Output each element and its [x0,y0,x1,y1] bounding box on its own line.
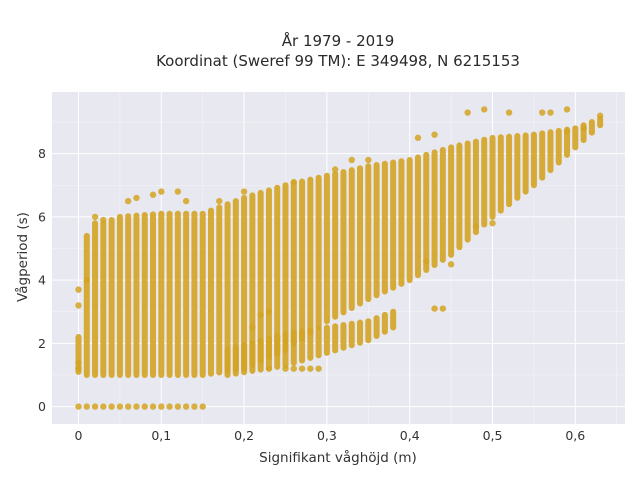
data-point [265,308,273,315]
data-point [158,188,165,195]
data-point [447,261,455,268]
y-axis-label: Vågperiod (s) [14,212,31,302]
data-point [489,220,496,227]
data-points [75,106,604,410]
y-tick-label: 8 [38,146,46,161]
data-point [75,365,82,372]
chart-title-line-2: Koordinat (Sweref 99 TM): E 349498, N 62… [156,52,520,70]
data-point [83,403,90,410]
data-point [199,403,206,410]
data-point [216,197,223,205]
data-point [282,365,289,372]
data-point [257,311,264,319]
x-tick-label: 0,1 [151,428,171,443]
data-point [182,403,190,410]
data-point [116,403,124,410]
data-point [331,166,339,173]
data-point [108,403,115,410]
data-point [149,403,157,410]
data-point [158,403,165,410]
data-point [240,188,248,195]
data-point [166,403,173,410]
data-point [431,305,438,312]
data-point [75,403,82,410]
data-point [141,403,148,410]
data-point [414,134,422,142]
x-tick-labels: 0 0,1 0,2 0,3 0,4 0,5 0,6 [75,428,586,443]
data-point [174,188,182,195]
y-tick-label: 4 [38,273,46,288]
x-tick-label: 0,6 [565,428,585,443]
y-tick-label: 2 [38,336,46,351]
data-point [423,257,430,265]
x-tick-label: 0,3 [317,428,337,443]
data-point [307,365,314,372]
grid [52,92,625,424]
data-point [124,197,132,205]
data-point [124,403,132,410]
data-point [75,286,82,293]
data-point [75,359,82,366]
data-point [149,191,157,198]
data-point [265,365,273,372]
data-point [472,223,480,230]
data-point [431,131,438,138]
data-point [83,276,90,284]
data-point [298,365,306,372]
data-point [505,109,513,116]
data-point [348,156,355,164]
data-point [580,125,587,132]
data-point [563,128,571,135]
data-point [365,156,372,164]
data-point [133,194,140,202]
chart-title-line-1: År 1979 - 2019 [282,31,395,50]
data-point [191,403,198,410]
y-tick-labels: 0 2 4 6 8 [38,146,46,414]
data-point [315,365,322,372]
y-tick-label: 6 [38,209,46,224]
data-point [481,106,488,113]
data-point [596,112,604,119]
data-point [100,403,107,410]
data-point [174,403,182,410]
data-point [182,197,190,205]
x-tick-label: 0,2 [234,428,254,443]
data-point [538,109,546,116]
data-point [464,109,471,116]
y-tick-label: 0 [38,399,46,414]
x-tick-label: 0,5 [483,428,503,443]
data-point [91,213,99,221]
data-point [249,324,256,331]
data-point [563,106,571,113]
data-point [100,216,107,224]
data-point [547,109,554,116]
x-tick-label: 0 [75,428,83,443]
data-point [133,403,140,410]
x-tick-label: 0,4 [400,428,420,443]
data-point [290,178,297,186]
data-point [439,305,447,312]
data-point [290,365,297,372]
x-axis-label: Signifikant våghöjd (m) [259,449,417,466]
data-point [75,302,82,309]
data-point [91,403,99,410]
